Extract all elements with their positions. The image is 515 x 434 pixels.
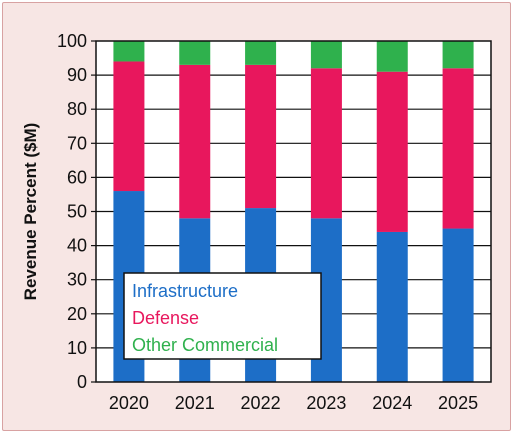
legend-entry-defense: Defense [132,308,199,328]
bar-other-commercial-2023 [310,41,342,69]
y-axis-title: Revenue Percent ($M) [21,123,40,301]
y-axis-ticks: 0 10 20 30 40 50 60 70 80 90 100 [57,31,96,392]
x-tick-label: 2021 [175,393,215,413]
legend-box [123,272,322,360]
bar-defense-2025 [442,68,474,229]
y-tick-label: 20 [67,304,87,324]
y-tick-label: 100 [57,31,87,51]
y-tick-label: 90 [67,65,87,85]
x-tick-label: 2022 [241,393,281,413]
bar-other-commercial-2024 [376,41,408,72]
x-tick-label: 2023 [306,393,346,413]
y-tick-label: 70 [67,133,87,153]
bar-other-commercial-2022 [245,41,277,65]
x-axis-ticks: 2020 2021 2022 2023 2024 2025 [109,393,478,413]
bar-defense-2024 [376,71,408,232]
y-tick-label: 40 [67,236,87,256]
y-tick-label: 60 [67,167,87,187]
legend-entry-other-commercial: Other Commercial [132,335,278,355]
x-tick-label: 2024 [372,393,412,413]
bar-other-commercial-2021 [179,41,211,65]
legend: Infrastructure Defense Other Commercial [123,272,322,360]
bar-defense-2020 [113,61,145,192]
bar-infrastructure-2025 [442,228,474,382]
y-tick-label: 50 [67,202,87,222]
y-tick-label: 80 [67,99,87,119]
x-tick-label: 2020 [109,393,149,413]
y-tick-label: 10 [67,338,87,358]
bar-other-commercial-2020 [113,41,145,62]
legend-entry-infrastructure: Infrastructure [132,281,238,301]
y-tick-label: 30 [67,270,87,290]
bar-defense-2022 [245,64,277,209]
bar-infrastructure-2024 [376,231,408,382]
y-tick-label: 0 [77,372,87,392]
bar-defense-2021 [179,64,211,219]
x-tick-label: 2025 [438,393,478,413]
bar-other-commercial-2025 [442,41,474,69]
bar-defense-2023 [310,68,342,219]
